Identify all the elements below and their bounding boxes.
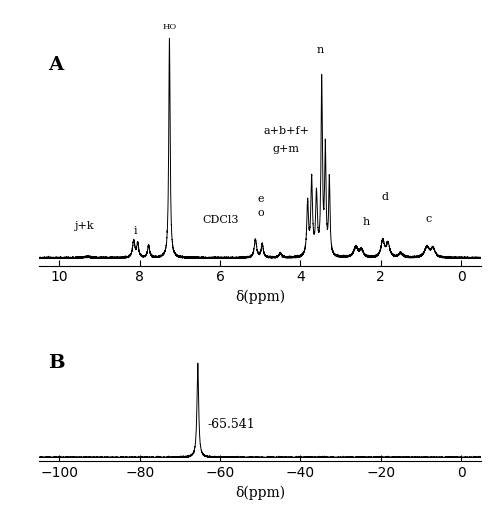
Text: CDCl3: CDCl3 (202, 215, 239, 225)
Text: B: B (48, 354, 65, 372)
Text: -65.541: -65.541 (208, 418, 256, 430)
Text: j+k: j+k (74, 221, 93, 231)
Text: c: c (426, 213, 432, 224)
Text: g+m: g+m (273, 144, 300, 154)
X-axis label: δ(ppm): δ(ppm) (235, 290, 285, 304)
Text: A: A (48, 56, 63, 75)
Text: d: d (382, 192, 388, 202)
Text: o: o (258, 207, 264, 218)
Text: e: e (258, 194, 264, 204)
Text: i: i (134, 226, 137, 236)
Text: a+b+f+: a+b+f+ (263, 126, 309, 135)
Text: h: h (363, 216, 370, 227)
X-axis label: δ(ppm): δ(ppm) (235, 486, 285, 500)
Text: n: n (317, 45, 324, 55)
Text: HO: HO (163, 23, 177, 31)
